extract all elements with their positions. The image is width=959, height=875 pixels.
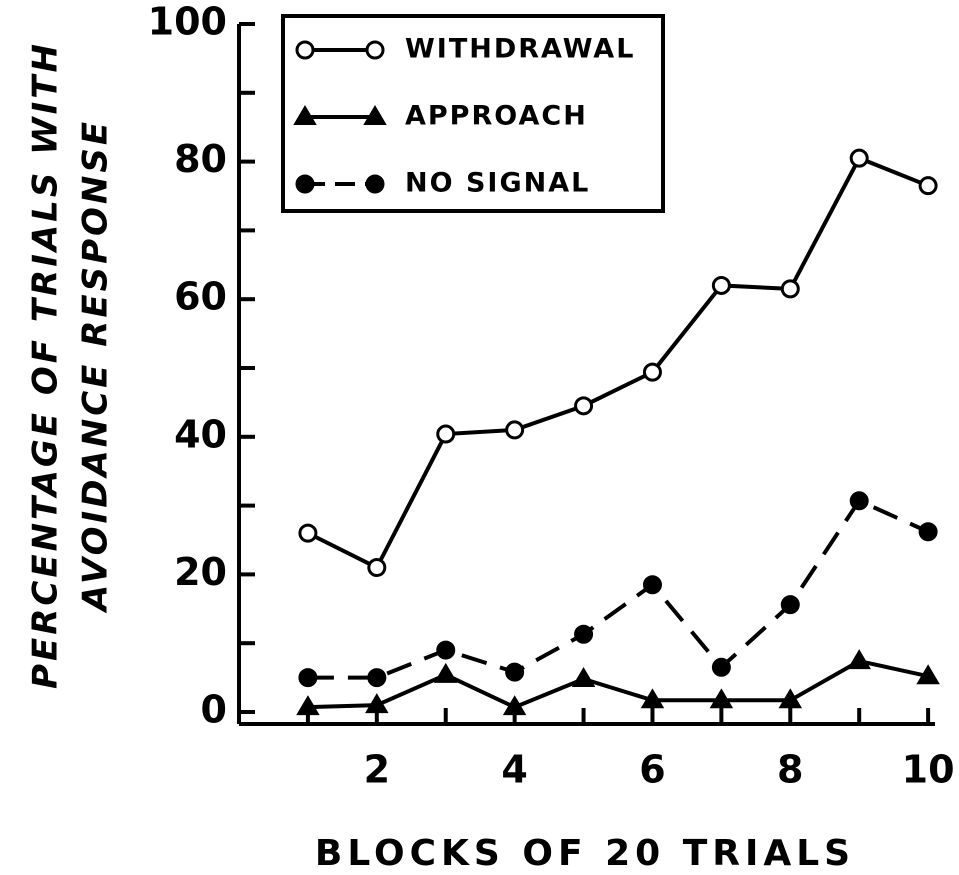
data-point xyxy=(436,424,456,444)
data-point xyxy=(574,396,594,416)
data-point xyxy=(918,522,938,542)
series-line xyxy=(307,658,929,710)
data-point xyxy=(916,664,940,685)
legend-marker xyxy=(365,174,385,194)
data-point xyxy=(849,491,869,511)
data-point xyxy=(367,558,387,578)
y-axis-label: PERCENTAGE OF TRIALS WITH xyxy=(26,41,66,689)
y-axis-label: AVOIDANCE RESPONSE xyxy=(76,119,116,614)
data-point xyxy=(642,575,662,595)
data-point xyxy=(433,662,458,683)
x-axis-label: BLOCKS OF 20 TRIALS xyxy=(315,833,855,874)
data-point xyxy=(436,640,456,660)
data-point xyxy=(365,693,389,714)
y-tick-label: 0 xyxy=(201,688,227,732)
data-point xyxy=(502,695,527,716)
data-point xyxy=(918,176,938,196)
series-line xyxy=(307,155,929,571)
legend-marker xyxy=(365,40,385,60)
legend-marker xyxy=(293,105,317,125)
legend-label: NO SIGNAL xyxy=(405,168,590,199)
y-tick-label: 80 xyxy=(174,137,227,181)
data-point xyxy=(640,688,665,709)
data-point xyxy=(780,279,800,299)
y-tick-label: 100 xyxy=(148,0,227,44)
x-tick-label: 2 xyxy=(364,748,390,792)
y-tick-label: 20 xyxy=(174,550,227,594)
x-tick-label: 4 xyxy=(501,748,527,792)
legend-marker xyxy=(295,174,315,194)
data-point xyxy=(847,649,871,670)
data-point xyxy=(505,420,525,440)
y-tick-label: 40 xyxy=(174,412,227,456)
data-point xyxy=(780,595,800,615)
legend-label: APPROACH xyxy=(405,101,588,132)
data-point xyxy=(296,695,320,716)
data-point xyxy=(505,662,525,682)
legend-label: WITHDRAWAL xyxy=(405,34,635,65)
data-point xyxy=(849,148,869,168)
data-point xyxy=(571,667,596,687)
data-point xyxy=(642,362,662,382)
data-point xyxy=(711,657,731,677)
data-point xyxy=(574,624,594,644)
x-tick-label: 6 xyxy=(639,748,665,792)
y-tick-label: 60 xyxy=(174,275,227,319)
data-point xyxy=(778,688,803,709)
data-point xyxy=(711,275,731,295)
legend-marker xyxy=(295,40,315,60)
data-point xyxy=(298,668,318,688)
data-point xyxy=(367,668,387,688)
x-tick-label: 8 xyxy=(777,748,803,792)
data-point xyxy=(298,523,318,543)
legend-marker xyxy=(363,105,387,125)
x-tick-label: 10 xyxy=(902,748,955,792)
series-line xyxy=(307,498,929,680)
data-point xyxy=(709,688,734,709)
